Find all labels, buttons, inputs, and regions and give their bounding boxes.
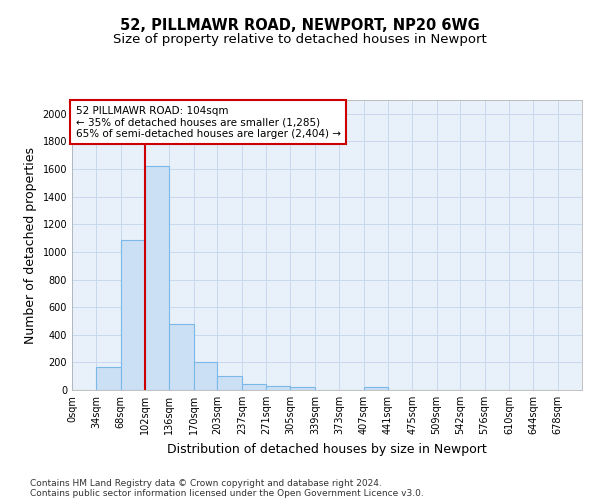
Bar bbox=[266, 386, 290, 390]
Bar bbox=[169, 324, 194, 390]
Text: 52 PILLMAWR ROAD: 104sqm
← 35% of detached houses are smaller (1,285)
65% of sem: 52 PILLMAWR ROAD: 104sqm ← 35% of detach… bbox=[76, 106, 341, 138]
Bar bbox=[217, 376, 242, 390]
X-axis label: Distribution of detached houses by size in Newport: Distribution of detached houses by size … bbox=[167, 442, 487, 456]
Bar bbox=[121, 240, 145, 390]
Text: Contains public sector information licensed under the Open Government Licence v3: Contains public sector information licen… bbox=[30, 488, 424, 498]
Bar bbox=[97, 367, 121, 390]
Bar bbox=[242, 384, 266, 390]
Bar bbox=[145, 166, 169, 390]
Text: Contains HM Land Registry data © Crown copyright and database right 2024.: Contains HM Land Registry data © Crown c… bbox=[30, 478, 382, 488]
Bar bbox=[194, 362, 217, 390]
Text: Size of property relative to detached houses in Newport: Size of property relative to detached ho… bbox=[113, 32, 487, 46]
Y-axis label: Number of detached properties: Number of detached properties bbox=[24, 146, 37, 344]
Bar bbox=[290, 387, 315, 390]
Bar bbox=[364, 387, 388, 390]
Text: 52, PILLMAWR ROAD, NEWPORT, NP20 6WG: 52, PILLMAWR ROAD, NEWPORT, NP20 6WG bbox=[120, 18, 480, 32]
